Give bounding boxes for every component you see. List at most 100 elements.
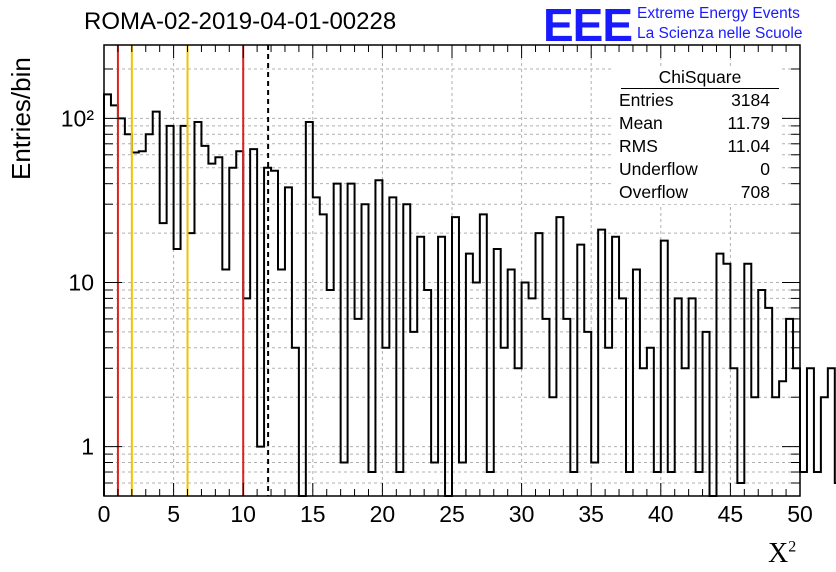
stats-title: ChiSquare [621,66,779,89]
histogram-bin [577,245,584,496]
histogram-bin [765,308,772,496]
x-tick-label: 20 [370,501,396,527]
histogram-bin [654,472,661,496]
histogram-bin [285,187,292,496]
histogram-bin [375,180,382,496]
histogram-bin [828,368,835,496]
histogram-outline [103,93,836,497]
x-tick-label: 10 [230,501,256,527]
histogram-bin [334,184,341,496]
histogram-bin [201,146,208,496]
histogram-bin [250,149,257,496]
histogram-bin [647,348,654,496]
histogram-bin [675,298,682,496]
histogram-bin [341,463,348,496]
histogram-bin [160,223,167,496]
histogram-bin [167,126,174,496]
histogram-bin [257,447,264,496]
histogram-bin [556,217,563,496]
histogram-bin [417,237,424,496]
histogram-bin [403,204,410,496]
histogram-bin [737,483,744,496]
histogram-bin [139,151,146,496]
histogram-bin [772,397,779,496]
x-tick-label: 30 [509,501,535,527]
histogram-bin [584,332,591,496]
histogram-bin [271,171,278,496]
x-tick-label: 50 [787,501,813,527]
histogram-bin [118,118,125,496]
stats-value: 708 [740,182,770,202]
histogram-bin [153,112,160,496]
reference-lines [116,45,270,496]
histogram-bin [229,168,236,496]
x-axis-label-superscript: 2 [788,538,797,556]
stats-value: 11.79 [727,113,771,133]
histogram-bin [181,126,188,496]
y-tick-label: 10² [61,105,95,131]
histogram-bin [696,472,703,496]
histogram-bin [730,368,737,496]
histogram-bin [431,463,438,496]
stats-row: Entries 3184 [611,89,779,112]
histogram-bin [640,368,647,496]
histogram-bin [125,134,132,496]
histogram-bin [459,463,466,496]
histogram-bin [703,332,710,496]
y-tick-label: 1 [81,434,94,460]
histogram-bin [682,368,689,496]
histogram-bin [522,282,529,496]
histogram-bin [612,237,619,496]
histogram-bin [744,264,751,496]
histogram-bin [723,264,730,496]
logo-caption-line2: La Scienza nelle Scuole [637,25,803,42]
histogram-bin [793,368,800,496]
stats-label: Underflow [619,159,698,179]
histogram-bin [821,397,828,496]
histogram-bin [786,319,793,496]
histogram-bin [452,217,459,496]
histogram-bin [598,230,605,496]
histogram-bin [814,472,821,496]
histogram-bin [466,254,473,496]
histogram-bin [626,472,633,496]
chart-title: ROMA-02-2019-04-01-00228 [84,8,397,35]
stats-value: 11.04 [727,136,771,156]
histogram-bin [473,282,480,496]
stats-row: Overflow 708 [611,181,779,204]
histogram-bin [368,472,375,496]
histogram-bin [494,249,501,496]
histogram-bin [779,381,786,496]
stats-box: ChiSquare Entries 3184 Mean 11.79 RMS 11.04… [611,66,779,204]
histogram-bin [529,298,536,496]
stats-value: 3184 [731,90,770,110]
x-tick-label: 0 [98,501,111,527]
histogram-bin [542,319,549,496]
histogram-bin [668,472,675,496]
x-axis-ticks: 0 5 10 15 20 25 30 35 40 45 50 [98,45,813,527]
histogram-bin [501,348,508,496]
x-tick-label: 5 [167,501,180,527]
stats-row: Mean 11.79 [611,112,779,135]
x-tick-label: 25 [439,501,465,527]
y-axis-ticks: 1 10 10² [61,68,800,497]
histogram-bin [382,348,389,496]
histogram-bin [515,368,522,496]
histogram-bin [174,249,181,496]
histogram-bin [313,197,320,496]
x-tick-label: 35 [578,501,604,527]
histogram-bin [132,152,139,496]
stats-label: Overflow [619,182,689,202]
histogram-bin [758,290,765,496]
histogram-bin [327,290,334,496]
histogram-bin [633,269,640,496]
histogram-bin [549,397,556,496]
histogram-bin [208,164,215,496]
histogram-bin [146,134,153,496]
histogram-bin [222,269,229,496]
x-tick-label: 45 [718,501,744,527]
histogram-bin [188,233,195,496]
histogram-bin [807,368,814,496]
stats-row: Underflow 0 [611,158,779,181]
histogram-bin [563,319,570,496]
